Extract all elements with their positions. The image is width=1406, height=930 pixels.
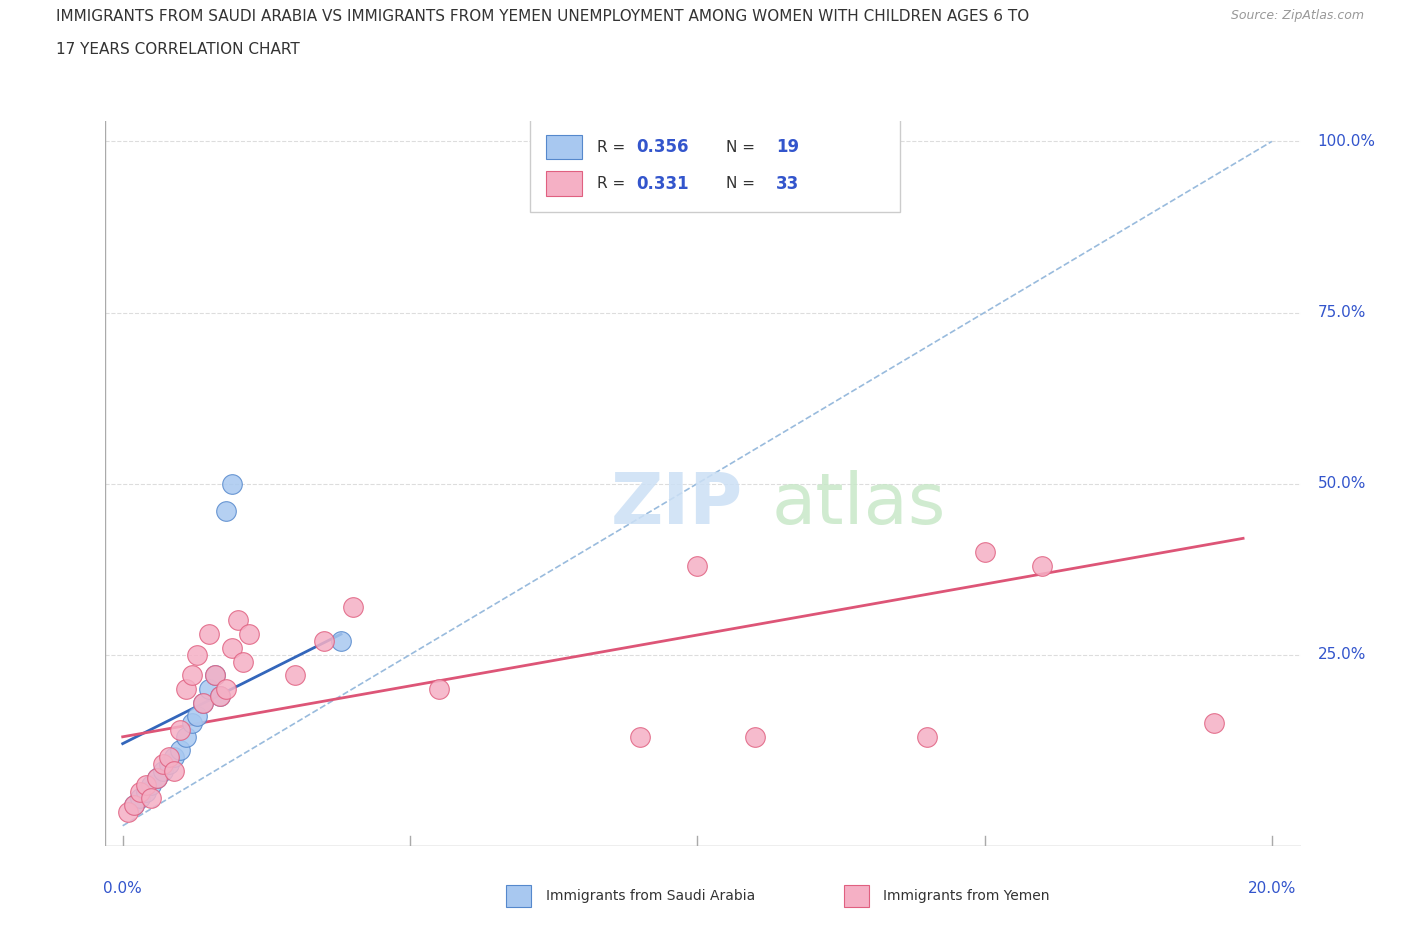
- Point: [204, 668, 226, 683]
- Point: [204, 668, 226, 683]
- Text: 19: 19: [776, 138, 799, 156]
- Point: [152, 757, 174, 772]
- Point: [146, 770, 169, 785]
- Point: [122, 798, 145, 813]
- Text: 17 YEARS CORRELATION CHART: 17 YEARS CORRELATION CHART: [56, 42, 299, 57]
- Point: [129, 790, 152, 805]
- Text: 50.0%: 50.0%: [1317, 476, 1367, 491]
- Point: [232, 654, 254, 669]
- Point: [186, 709, 208, 724]
- Point: [141, 790, 163, 805]
- Point: [157, 757, 180, 772]
- Text: Immigrants from Saudi Arabia: Immigrants from Saudi Arabia: [546, 889, 755, 903]
- Text: N =: N =: [725, 140, 759, 154]
- Point: [1031, 558, 1053, 573]
- Point: [174, 682, 197, 697]
- Point: [180, 668, 202, 683]
- Point: [180, 716, 202, 731]
- Text: 0.331: 0.331: [636, 175, 689, 193]
- Point: [221, 641, 243, 656]
- Text: R =: R =: [596, 140, 630, 154]
- Point: [146, 770, 169, 785]
- Point: [686, 558, 709, 573]
- Point: [186, 647, 208, 662]
- Bar: [547, 135, 582, 159]
- Point: [198, 682, 221, 697]
- Text: Source: ZipAtlas.com: Source: ZipAtlas.com: [1230, 9, 1364, 22]
- Text: R =: R =: [596, 176, 630, 191]
- Point: [135, 784, 157, 799]
- Point: [226, 613, 249, 628]
- Point: [238, 627, 260, 642]
- Text: Immigrants from Yemen: Immigrants from Yemen: [883, 889, 1049, 903]
- Point: [915, 729, 938, 744]
- Text: ZIP: ZIP: [612, 470, 744, 538]
- Point: [215, 682, 238, 697]
- Point: [169, 723, 191, 737]
- Point: [312, 633, 335, 648]
- Point: [628, 729, 651, 744]
- Point: [744, 729, 766, 744]
- Point: [141, 777, 163, 792]
- Text: 100.0%: 100.0%: [1317, 134, 1376, 149]
- Point: [174, 729, 197, 744]
- Point: [117, 804, 139, 819]
- Text: 33: 33: [776, 175, 799, 193]
- Point: [163, 750, 186, 764]
- Point: [973, 545, 995, 560]
- Point: [163, 764, 186, 778]
- FancyBboxPatch shape: [530, 117, 900, 211]
- Text: N =: N =: [725, 176, 759, 191]
- Point: [427, 682, 450, 697]
- Point: [129, 784, 152, 799]
- Point: [284, 668, 307, 683]
- Point: [215, 503, 238, 518]
- Point: [209, 688, 232, 703]
- Point: [135, 777, 157, 792]
- Point: [157, 750, 180, 764]
- Text: 0.0%: 0.0%: [103, 881, 142, 896]
- Text: atlas: atlas: [772, 470, 946, 538]
- Point: [342, 599, 364, 614]
- Text: 25.0%: 25.0%: [1317, 647, 1367, 662]
- Text: 75.0%: 75.0%: [1317, 305, 1367, 320]
- Bar: [547, 171, 582, 195]
- Point: [152, 764, 174, 778]
- Point: [209, 688, 232, 703]
- Point: [191, 695, 214, 710]
- Point: [169, 743, 191, 758]
- Point: [330, 633, 353, 648]
- Text: 20.0%: 20.0%: [1247, 881, 1296, 896]
- Point: [191, 695, 214, 710]
- Point: [221, 476, 243, 491]
- Point: [1204, 716, 1226, 731]
- Point: [198, 627, 221, 642]
- Text: 0.356: 0.356: [636, 138, 689, 156]
- Point: [122, 798, 145, 813]
- Text: IMMIGRANTS FROM SAUDI ARABIA VS IMMIGRANTS FROM YEMEN UNEMPLOYMENT AMONG WOMEN W: IMMIGRANTS FROM SAUDI ARABIA VS IMMIGRAN…: [56, 9, 1029, 24]
